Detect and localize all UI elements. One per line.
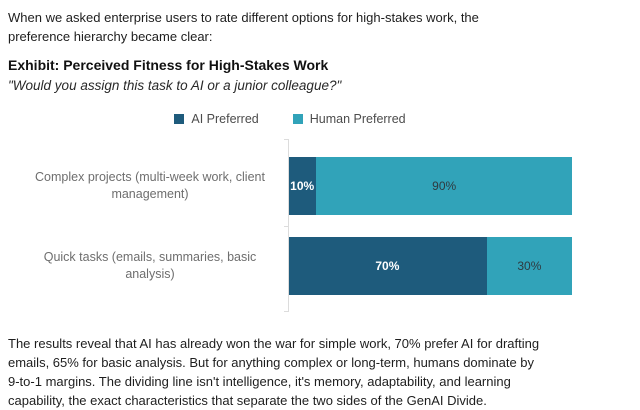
chart-row: Complex projects (multi-week work, clien…: [8, 157, 580, 215]
legend-item-human-preferred: Human Preferred: [292, 112, 406, 126]
stacked-bar-chart: Complex projects (multi-week work, clien…: [8, 139, 580, 312]
chart-legend: AI Preferred Human Preferred: [8, 112, 572, 126]
segment-value-label: 30%: [517, 259, 542, 273]
chart-row: Quick tasks (emails, summaries, basic an…: [8, 237, 580, 295]
category-axis-line: [288, 139, 289, 312]
bar-segment-ai-preferred: 70%: [288, 237, 487, 295]
intro-paragraph: When we asked enterprise users to rate d…: [8, 10, 479, 44]
axis-tick: [284, 139, 288, 140]
segment-value-label: 90%: [432, 179, 457, 193]
legend-label-ai-preferred: AI Preferred: [191, 112, 259, 126]
axis-tick: [284, 311, 288, 312]
legend-swatch-ai-preferred: [174, 114, 185, 124]
axis-tick: [284, 226, 288, 227]
exhibit-title: Exhibit: Perceived Fitness for High-Stak…: [8, 57, 329, 73]
category-label: Complex projects (multi-week work, clien…: [35, 170, 265, 201]
bar-segment-human-preferred: 30%: [486, 237, 572, 295]
category-label: Quick tasks (emails, summaries, basic an…: [43, 250, 257, 281]
bar-segment-human-preferred: 90%: [316, 157, 572, 215]
conclusion-paragraph: The results reveal that AI has already w…: [8, 336, 540, 408]
segment-value-label: 10%: [290, 179, 315, 193]
legend-item-ai-preferred: AI Preferred: [174, 112, 259, 126]
segment-value-label: 70%: [375, 259, 400, 273]
chart-rows: Complex projects (multi-week work, clien…: [8, 157, 580, 295]
legend-swatch-human-preferred: [292, 114, 303, 124]
bar-track: 10% 90%: [288, 157, 572, 215]
exhibit-subtitle: "Would you assign this task to AI or a j…: [8, 78, 342, 93]
legend-label-human-preferred: Human Preferred: [309, 112, 406, 126]
bar-track: 70% 30%: [288, 237, 572, 295]
bar-segment-ai-preferred: 10%: [288, 157, 317, 215]
